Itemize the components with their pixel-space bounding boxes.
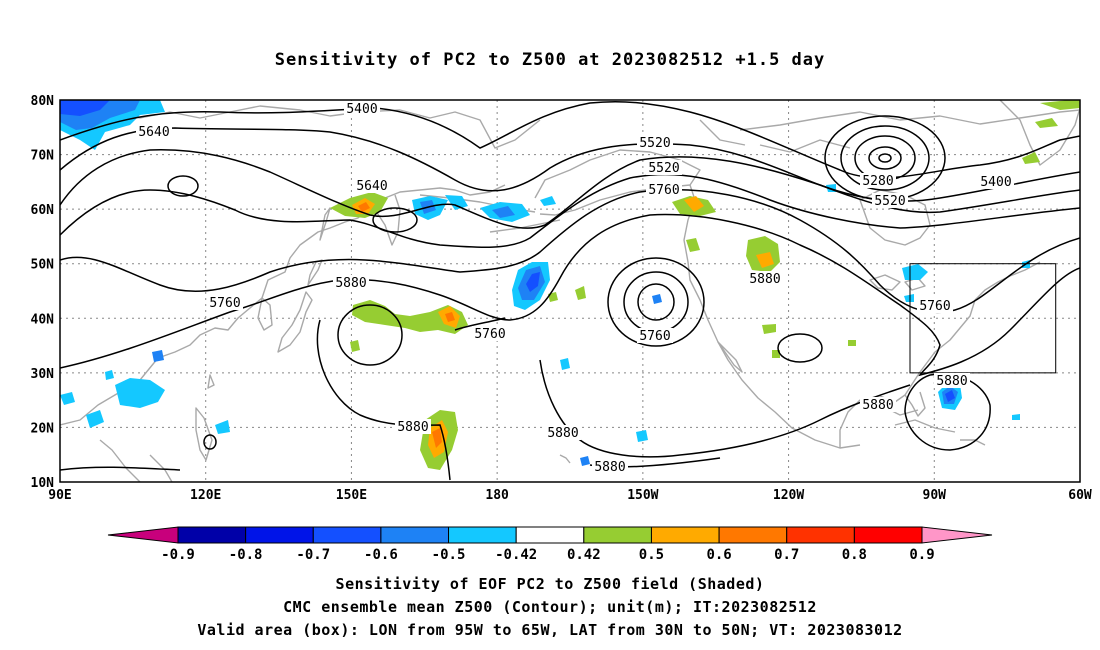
contour-label: 5640	[356, 179, 387, 194]
contour-label: 5760	[639, 329, 670, 344]
colorbar-swatch	[718, 526, 788, 544]
contour-label: 5640	[138, 125, 169, 140]
contour-label: 5760	[474, 327, 505, 342]
contour-label: 5400	[346, 102, 377, 117]
valid-area-box	[909, 263, 1057, 374]
contour-label-bg	[207, 295, 243, 310]
colorbar-label: -0.42	[495, 547, 537, 563]
colorbar-label: -0.7	[296, 547, 330, 563]
colorbar-swatch	[245, 526, 314, 544]
lon-label: 90E	[48, 488, 71, 503]
contour-label-bg	[637, 135, 673, 150]
colorbar-label: -0.9	[161, 547, 195, 563]
coastlines	[60, 100, 1080, 482]
lat-label: 30N	[31, 367, 55, 382]
colorbar-label: -0.5	[432, 547, 466, 563]
contour-label: 5880	[936, 374, 967, 389]
colorbar-label: 0.5	[639, 547, 664, 563]
contour-label-bg	[872, 193, 908, 208]
colorbar-swatch	[515, 526, 585, 544]
contour-label-bg	[747, 271, 783, 286]
contour-label-bg	[333, 275, 369, 290]
contour-labels: 5400 5640 5520 5640 5520 5760 5280 5520 5400 5880…	[136, 101, 1014, 475]
lon-label: 150W	[627, 488, 658, 503]
contour-label-bg	[860, 397, 896, 412]
lat-label: 20N	[31, 421, 55, 436]
colorbar: -0.9 -0.8 -0.7 -0.6 -0.5 -0.42 0.42 0.5 0.6 0.7 0.…	[107, 526, 993, 563]
contour-label-bg	[978, 174, 1014, 189]
contour-label-bg	[136, 124, 172, 139]
lat-label: 60N	[31, 203, 55, 218]
colorbar-swatch	[448, 526, 517, 544]
contour-label-bg	[646, 182, 682, 197]
contour-label-bg	[354, 178, 390, 193]
colorbar-label: -0.8	[229, 547, 263, 563]
colorbar-low-triangle	[107, 526, 179, 544]
contour-label: 5760	[209, 296, 240, 311]
colorbar-swatch	[786, 526, 855, 544]
latitude-labels: 80N 70N 60N 50N 40N 30N 20N 10N	[31, 94, 55, 491]
contour-label-bg	[646, 160, 682, 175]
colorbar-label: 0.6	[706, 547, 731, 563]
lon-label: 120W	[773, 488, 804, 503]
colorbar-label: -0.6	[364, 547, 398, 563]
contour-label: 5520	[874, 194, 905, 209]
lat-label: 10N	[31, 476, 55, 491]
sensitivity-shading	[60, 100, 1080, 470]
contour-label-bg	[860, 173, 896, 188]
colorbar-label: 0.8	[842, 547, 867, 563]
caption-contour: CMC ensemble mean Z500 (Contour); unit(m…	[283, 598, 817, 616]
contour-label-bg	[472, 326, 508, 341]
contour-label: 5880	[547, 426, 578, 441]
contour-label: 5280	[862, 174, 893, 189]
contour-label: 5520	[639, 136, 670, 151]
colorbar-swatch	[177, 526, 247, 544]
contour-label-bg	[934, 373, 970, 388]
longitude-labels: 90E 120E 150E 180 150W 120W 90W 60W	[48, 488, 1092, 503]
colorbar-swatch	[312, 526, 382, 544]
contour-label-bg	[917, 298, 953, 313]
colorbar-swatch	[583, 526, 652, 544]
map-title: Sensitivity of PC2 to Z500 at 2023082512…	[274, 50, 826, 70]
contour-label: 5880	[335, 276, 366, 291]
contour-label: 5760	[919, 299, 950, 314]
colorbar-label: 0.42	[567, 547, 601, 563]
contour-label-bg	[637, 328, 673, 343]
lon-label: 180	[485, 488, 509, 503]
lat-label: 40N	[31, 312, 55, 327]
colorbar-label: 0.9	[909, 547, 934, 563]
contour-label-bg	[395, 419, 431, 434]
contour-label-bg	[592, 459, 628, 474]
lon-label: 150E	[336, 488, 367, 503]
contour-label: 5880	[397, 420, 428, 435]
caption-shaded: Sensitivity of EOF PC2 to Z500 field (Sh…	[335, 575, 765, 593]
colorbar-swatch	[650, 526, 720, 544]
lat-label: 50N	[31, 258, 55, 273]
contour-label: 5400	[980, 175, 1011, 190]
lat-label: 80N	[31, 94, 55, 109]
contour-label: 5880	[749, 272, 780, 287]
contour-label: 5760	[648, 183, 679, 198]
colorbar-swatch	[380, 526, 450, 544]
plot-frame	[59, 99, 1081, 483]
colorbar-label: 0.7	[774, 547, 799, 563]
contour-label: 5880	[862, 398, 893, 413]
colorbar-high-triangle	[921, 526, 993, 544]
lon-label: 90W	[923, 488, 947, 503]
lon-label: 120E	[190, 488, 221, 503]
contour-label-bg	[344, 101, 380, 116]
lat-label: 70N	[31, 149, 55, 164]
colorbar-swatch	[853, 526, 923, 544]
lon-label: 60W	[1068, 488, 1092, 503]
contour-label: 5880	[594, 460, 625, 475]
caption-valid-area: Valid area (box): LON from 95W to 65W, L…	[197, 621, 903, 639]
contour-label: 5520	[648, 161, 679, 176]
contour-label-bg	[545, 425, 581, 440]
